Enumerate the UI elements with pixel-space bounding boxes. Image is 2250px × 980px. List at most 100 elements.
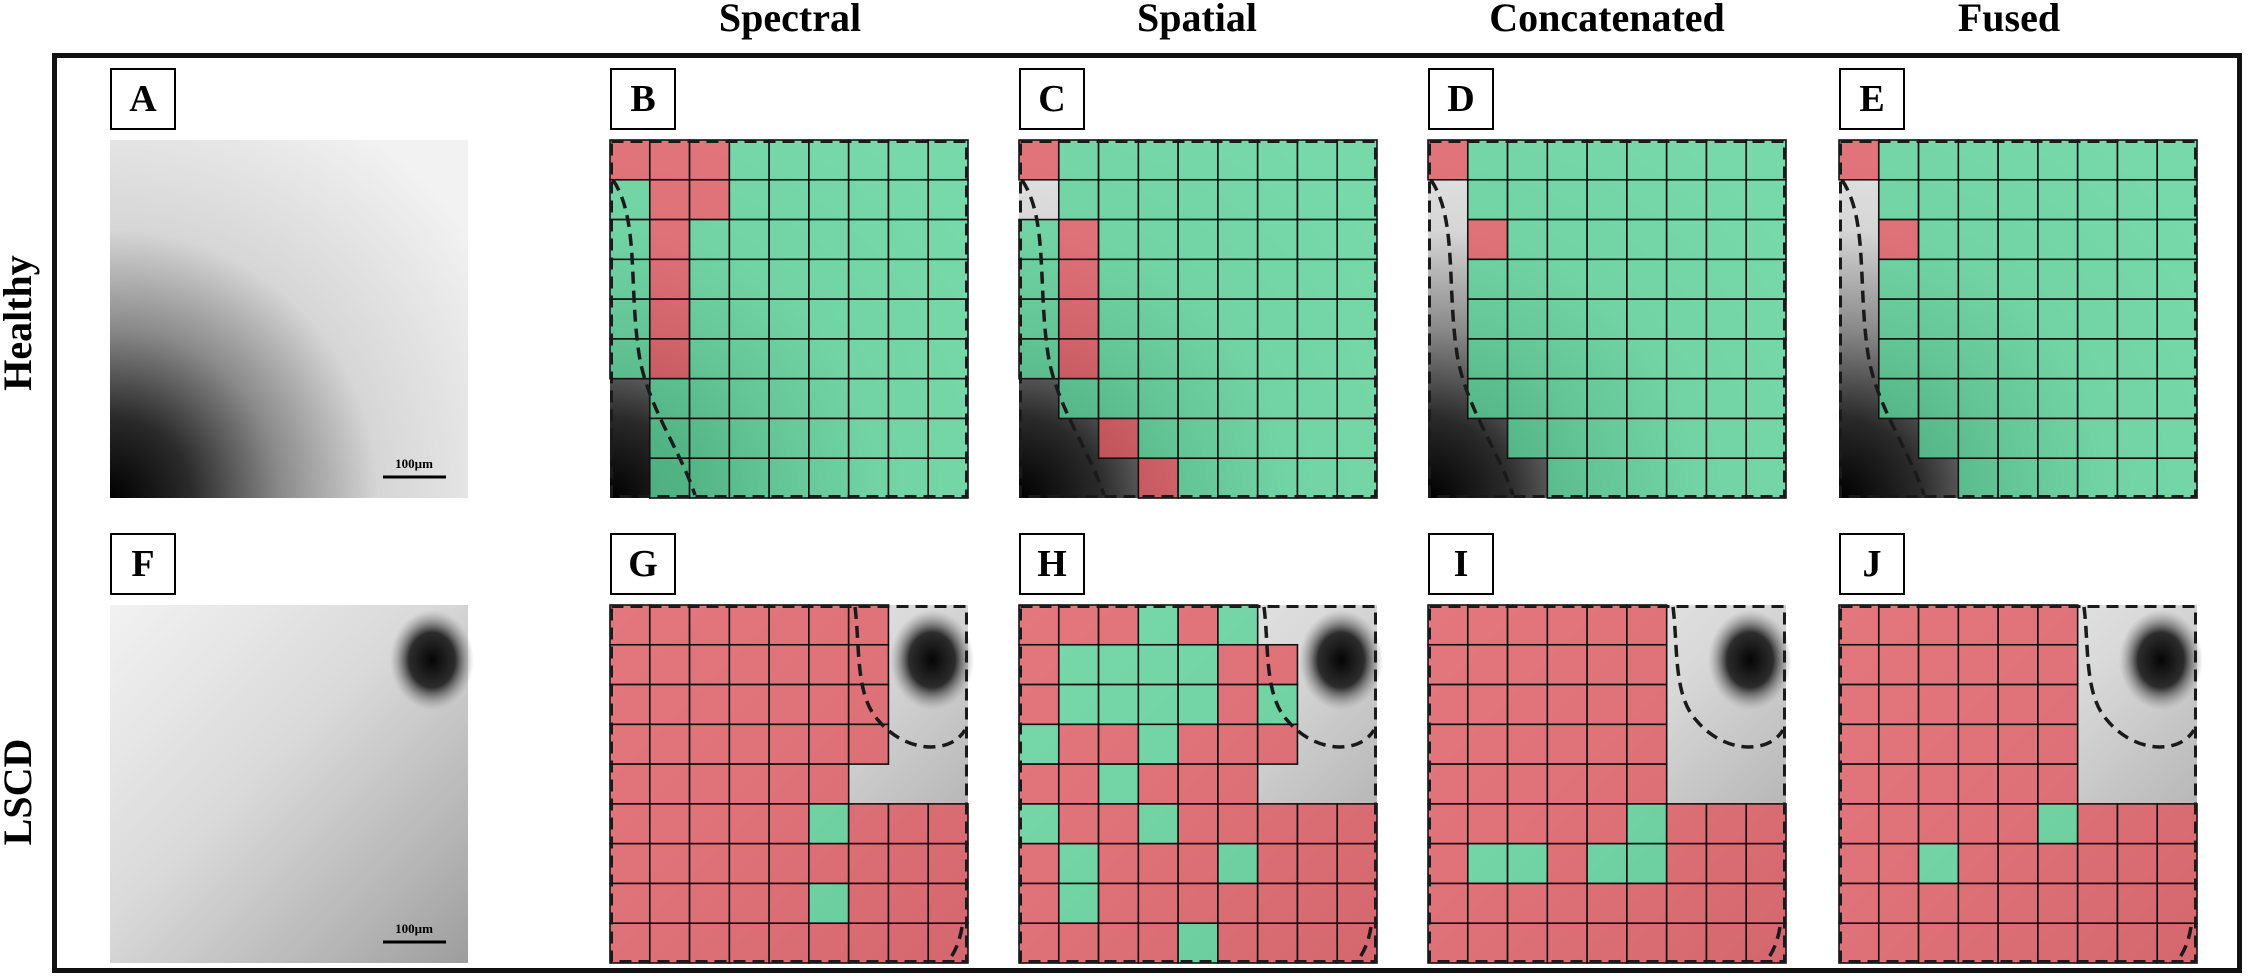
grid-cell-positive (1997, 258, 2039, 300)
grid-cell-negative (609, 139, 651, 181)
grid-cell-positive (1137, 139, 1179, 181)
grid-cell-positive (1586, 139, 1628, 181)
grid-cell-positive (1997, 457, 2039, 499)
grid-cell-negative (1018, 842, 1060, 885)
grid-cell-positive (1957, 377, 1999, 420)
grid-cell-negative (1137, 763, 1179, 805)
grid-cell-negative (1217, 922, 1259, 964)
grid-cell-positive (1665, 258, 1708, 300)
grid-cell-positive (768, 218, 810, 261)
grid-cell-positive (1705, 258, 1748, 300)
grid-cell-positive (2076, 377, 2119, 420)
grid-cell-negative (768, 643, 810, 686)
grid-cell-negative (1997, 922, 2039, 964)
grid-cell-negative (1217, 683, 1259, 726)
grid-cell-negative (1626, 643, 1668, 686)
grid-cell-negative (688, 643, 731, 686)
grid-cell-negative (2037, 882, 2079, 925)
grid-cell-negative (648, 218, 691, 261)
grid-cell-negative (1018, 882, 1060, 925)
grid-cell-positive (1997, 218, 2039, 261)
grid-cell-positive (1256, 298, 1299, 340)
grid-cell-negative (2116, 882, 2159, 925)
grid-cell-negative (1745, 842, 1787, 885)
grid-cell-positive (1466, 338, 1509, 380)
dark-spot (1708, 610, 1792, 710)
panel-dashed-outline (1019, 140, 1377, 498)
grid-cell-negative (1586, 723, 1628, 765)
grid-cell-positive (1057, 139, 1100, 181)
grid-cell-positive (1997, 417, 2039, 460)
grid-cell-positive (1177, 457, 1219, 499)
grid-cell-positive (1745, 298, 1787, 340)
grid-cell-negative (1057, 298, 1100, 340)
grid-cell-positive (1097, 338, 1140, 380)
grid-cell-positive (2116, 178, 2159, 221)
grid-cell-positive (1626, 258, 1668, 300)
grid-cell-negative (609, 882, 651, 925)
grid-cell-positive (768, 457, 810, 499)
grid-cell-negative (1466, 643, 1509, 686)
grid-cell-negative (648, 643, 691, 686)
grid-cell-positive (1626, 417, 1668, 460)
grid-cell-positive (1506, 842, 1549, 885)
grid-cell-negative (1546, 842, 1588, 885)
region-boundary-dashed (1429, 179, 1515, 496)
grid-cell-positive (1296, 417, 1339, 460)
grid-cell-negative (688, 842, 731, 885)
grid-cell-negative (609, 803, 651, 845)
grid-cell-negative (648, 139, 691, 181)
grid-cell-positive (1137, 417, 1179, 460)
grid-cell-positive (1336, 178, 1378, 221)
grid-cell-positive (1877, 298, 1920, 340)
grid-cell-positive (648, 377, 691, 420)
grid-cell-negative (847, 643, 890, 686)
grid-cell-positive (1997, 377, 2039, 420)
grid-cell-negative (1466, 922, 1509, 964)
grid-cell-positive (1177, 417, 1219, 460)
grid-cell-positive (1057, 643, 1100, 686)
grid-cell-negative (1177, 723, 1219, 765)
grid-cell-negative (2037, 683, 2079, 726)
grid-cell-positive (1177, 258, 1219, 300)
grid-cell-positive (1626, 298, 1668, 340)
grid-cell-negative (1018, 763, 1060, 805)
grid-cell-negative (1506, 604, 1549, 646)
grid-cell-negative (1586, 683, 1628, 726)
grid-cell-negative (648, 882, 691, 925)
grid-cell-positive (808, 338, 850, 380)
grid-cell-negative (1626, 763, 1668, 805)
grid-cell-negative (1018, 683, 1060, 726)
grid-cell-negative (2076, 803, 2119, 845)
grid-cell-positive (1137, 298, 1179, 340)
grid-cell-negative (847, 882, 890, 925)
grid-cell-negative (2116, 803, 2159, 845)
grid-cell-negative (1177, 763, 1219, 805)
grid-cell-positive (768, 377, 810, 420)
grid-cell-positive (1665, 417, 1708, 460)
grid-cell-negative (1018, 604, 1060, 646)
panel-label-e: E (1839, 68, 1905, 130)
grid-cell-negative (1877, 882, 1920, 925)
grid-cell-negative (1877, 218, 1920, 261)
grid-cell-negative (648, 922, 691, 964)
grid-cell-negative (1957, 683, 1999, 726)
grid-cell-positive (2076, 178, 2119, 221)
grid-cell-positive (808, 178, 850, 221)
grid-cell-positive (1177, 643, 1219, 686)
grid-cell-negative (1097, 803, 1140, 845)
grid-cell-negative (1057, 723, 1100, 765)
grid-cell-positive (1217, 842, 1259, 885)
region-boundary-dashed (1262, 606, 1376, 749)
panel-image-g (609, 604, 974, 964)
grid-cell-negative (2076, 882, 2119, 925)
grid-cell-negative (648, 842, 691, 885)
dark-spot (890, 610, 974, 710)
row-header-healthy: Healthy (0, 255, 40, 391)
grid-cell-positive (1097, 763, 1140, 805)
grid-cell-negative (609, 763, 651, 805)
grid-cell-positive (1217, 377, 1259, 420)
grid-cell-positive (1018, 803, 1060, 845)
grid-cell-positive (1177, 922, 1219, 964)
grid-cell-negative (1838, 683, 1880, 726)
